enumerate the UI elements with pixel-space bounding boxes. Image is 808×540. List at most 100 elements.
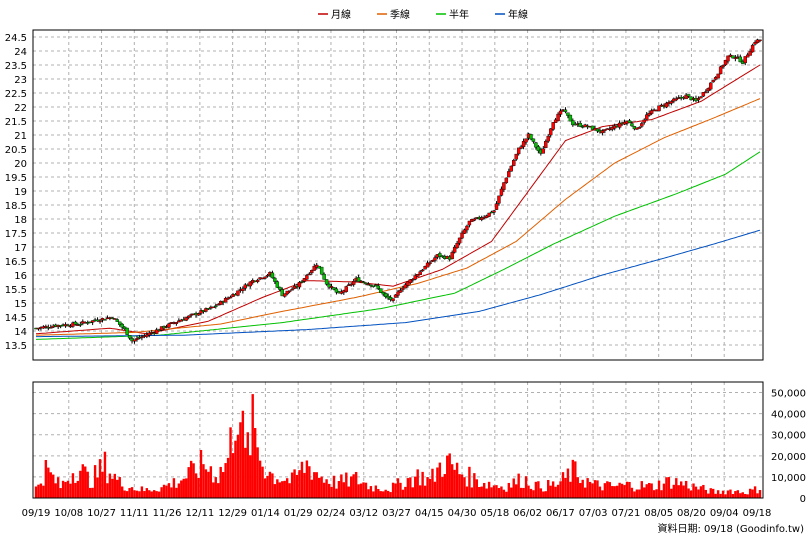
price-tick-label: 20.5: [5, 145, 27, 156]
volume-bar: [327, 483, 331, 498]
price-tick-label: 23: [14, 75, 27, 86]
volume-bar: [298, 470, 301, 498]
volume-bar: [549, 485, 552, 498]
volume-bar: [588, 481, 592, 498]
volume-bar: [175, 487, 178, 498]
volume-bar: [332, 475, 336, 498]
volume-bar: [411, 487, 414, 498]
candle: [226, 296, 230, 300]
volume-tick-label: 0: [800, 494, 806, 505]
volume-bar: [180, 480, 183, 498]
volume-bar: [86, 471, 89, 498]
date-tick-label: 07/03: [579, 508, 608, 519]
volume-bar: [569, 481, 572, 498]
volume-bar: [37, 484, 40, 498]
candle: [115, 318, 119, 322]
candle: [450, 250, 454, 260]
volume-bar: [751, 489, 754, 498]
volume-bar: [647, 482, 651, 498]
candle: [300, 279, 304, 284]
candle: [420, 268, 425, 272]
candle: [78, 321, 83, 327]
candle: [44, 324, 48, 329]
volume-bar: [325, 479, 328, 498]
candle: [214, 303, 218, 309]
volume-bar: [613, 486, 616, 498]
candle: [640, 121, 644, 128]
volume-bar: [714, 493, 717, 498]
volume-bar: [167, 483, 171, 498]
candle: [408, 279, 413, 285]
volume-bar: [689, 490, 693, 498]
date-tick-label: 03/27: [382, 508, 411, 519]
volume-bar: [736, 490, 740, 498]
date-tick-label: 12/11: [185, 508, 214, 519]
volume-bar: [246, 432, 249, 498]
volume-bar: [495, 485, 498, 498]
candle: [334, 287, 339, 295]
candle: [551, 122, 555, 131]
candle: [154, 327, 159, 335]
volume-bar: [635, 489, 639, 498]
volume-bar: [487, 481, 491, 498]
volume-bar: [170, 487, 173, 498]
volume-bar: [463, 477, 466, 498]
date-tick-label: 04/15: [415, 508, 444, 519]
date-tick-label: 06/02: [513, 508, 542, 519]
volume-bar: [645, 484, 648, 498]
candle: [374, 283, 378, 287]
volume-tick-label: 10,000: [771, 473, 806, 484]
candle: [529, 133, 533, 141]
volume-bar: [389, 492, 392, 498]
candle: [568, 114, 573, 122]
volume-bar: [583, 487, 587, 498]
candle: [603, 129, 607, 134]
volume-bar: [478, 486, 481, 498]
volume-bar: [394, 483, 397, 498]
volume-bar: [192, 463, 195, 498]
volume-bar: [352, 474, 355, 498]
price-tick-label: 20: [14, 159, 27, 170]
candle: [669, 100, 674, 106]
volume-bar: [729, 489, 732, 498]
candle: [438, 251, 442, 260]
volume-bar: [734, 491, 737, 498]
volume-bars: [34, 394, 762, 498]
candle: [711, 79, 715, 83]
candle: [428, 260, 432, 266]
volume-bar: [369, 486, 373, 498]
candle: [398, 288, 403, 293]
volume-bar: [470, 487, 474, 498]
candle: [497, 195, 501, 206]
candle: [211, 306, 216, 309]
volume-bar: [524, 476, 528, 498]
volume-bar: [172, 478, 176, 498]
volume-bar: [209, 466, 213, 498]
volume-bar: [399, 482, 402, 498]
date-tick-label: 09/18: [743, 508, 772, 519]
price-tick-label: 21.5: [5, 117, 27, 128]
candle: [125, 327, 129, 335]
volume-bar: [551, 481, 555, 498]
volume-bar: [684, 480, 688, 498]
candle: [312, 263, 316, 271]
candle: [649, 108, 654, 116]
volume-bar: [300, 461, 304, 498]
volume-bar: [305, 460, 309, 498]
candle: [339, 289, 344, 295]
volume-bar: [655, 489, 658, 498]
volume-bar: [374, 485, 378, 498]
volume-bar: [140, 486, 144, 498]
legend: 月線 季線 半年 年線: [318, 8, 528, 21]
candle: [206, 307, 211, 310]
volume-tick-label: 30,000: [771, 431, 806, 442]
volume-bar: [44, 460, 48, 498]
volume-bar: [579, 483, 582, 498]
volume-bar: [630, 487, 634, 498]
volume-bar: [571, 459, 575, 498]
legend-label: 半年: [449, 8, 469, 21]
candle: [630, 121, 634, 127]
candle: [743, 56, 747, 66]
volume-bar: [221, 472, 225, 498]
volume-bar: [69, 483, 72, 498]
